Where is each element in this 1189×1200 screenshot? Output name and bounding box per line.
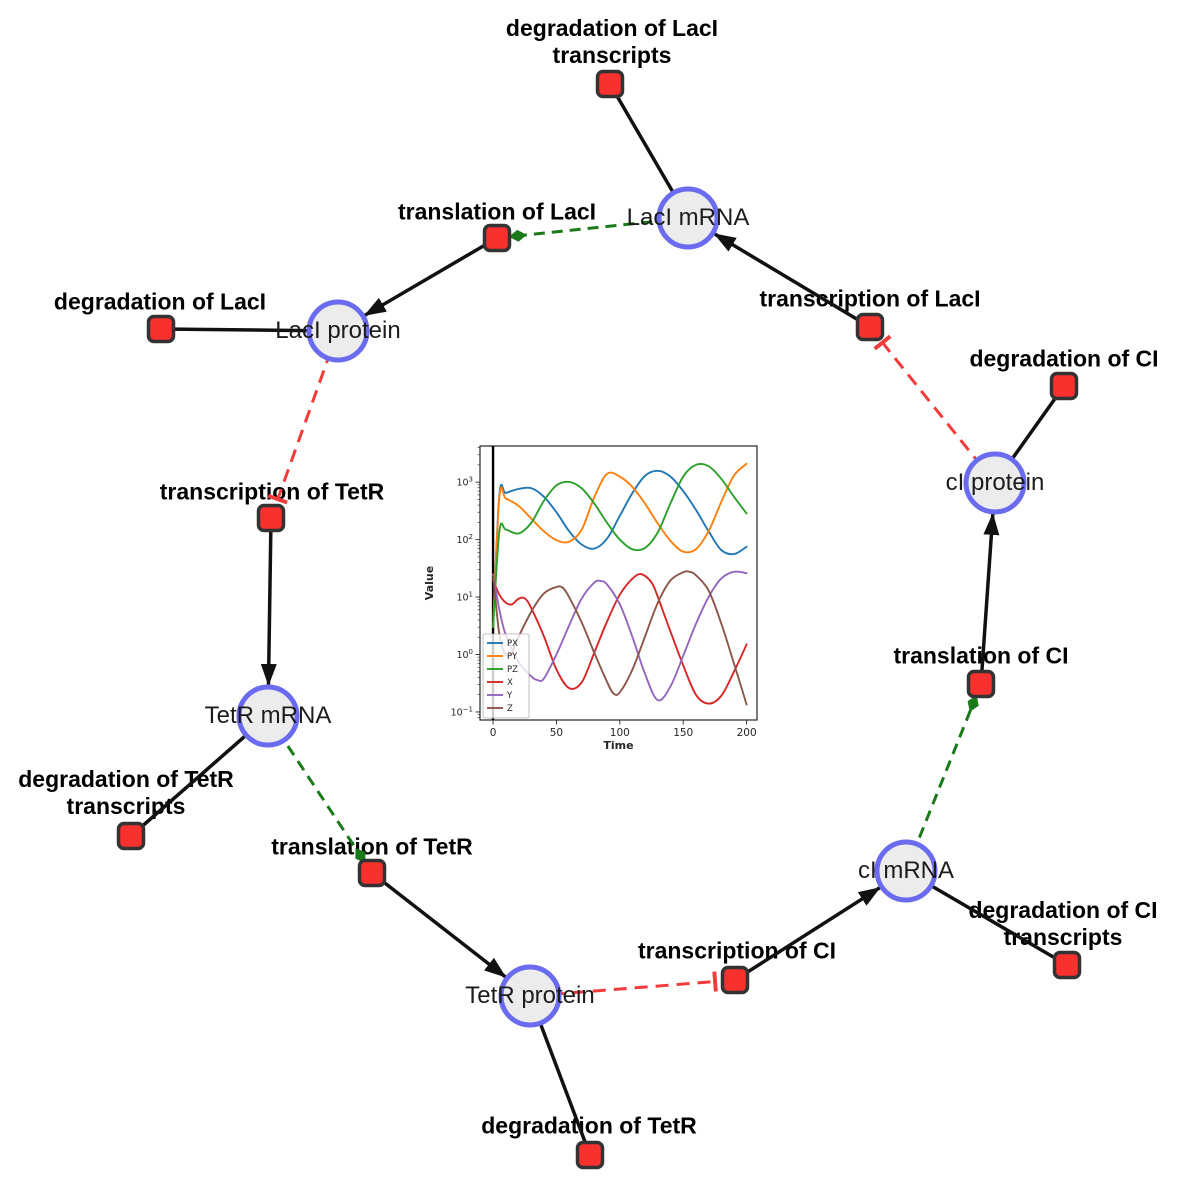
series-line-PY xyxy=(492,462,748,629)
y-tick-label: 10−1 xyxy=(451,705,473,718)
reaction-label-degradation-ci: degradation of CI xyxy=(969,346,1158,373)
reaction-label-translation-tetr: translation of TetR xyxy=(271,834,472,861)
edge-production-translation-tetr-to-tetr-protein xyxy=(370,871,507,979)
species-label-tetr-mrna: TetR mRNA xyxy=(204,702,332,729)
species-node-ci-mrna[interactable] xyxy=(874,839,938,903)
reaction-label-degradation-tetr: degradation of TetR xyxy=(481,1113,697,1140)
reaction-label-degradation-laci-transcripts: degradation of LacI transcripts xyxy=(506,15,718,69)
series-line-Z xyxy=(492,570,748,706)
x-axis-title: Time xyxy=(603,739,633,752)
series-line-PX xyxy=(492,469,748,629)
reaction-node-degradation-ci-transcripts[interactable] xyxy=(1052,950,1082,980)
edge-production-translation-ci-to-ci-protein xyxy=(979,512,1000,685)
y-axis-title: Value xyxy=(423,566,436,600)
species-label-laci-mrna: LacI mRNA xyxy=(626,204,750,231)
reaction-label-line: degradation of LacI xyxy=(505,15,719,41)
legend-label-PZ: PZ xyxy=(507,665,518,675)
x-tick-label: 50 xyxy=(550,727,563,739)
reaction-node-transcription-tetr[interactable] xyxy=(256,503,286,533)
legend-label-X: X xyxy=(507,678,513,688)
edge-production-translation-laci-to-laci-protein xyxy=(363,236,498,317)
series-line-Y xyxy=(492,570,748,702)
species-label-laci-protein: LacI protein xyxy=(275,317,401,344)
y-tick-label: 103 xyxy=(456,476,473,489)
species-node-tetr-protein[interactable] xyxy=(498,964,562,1028)
reaction-label-line: translation of LacI xyxy=(397,198,597,225)
y-tick-label: 101 xyxy=(456,591,473,604)
reaction-label-degradation-laci: degradation of LacI xyxy=(54,289,266,316)
edge-production-transcription-ci-to-ci-mrna xyxy=(734,886,881,982)
reaction-node-degradation-tetr[interactable] xyxy=(575,1140,605,1170)
reaction-label-line: transcripts xyxy=(552,42,672,68)
legend-label-Z: Z xyxy=(507,704,513,714)
reaction-node-translation-tetr[interactable] xyxy=(357,858,387,888)
reaction-label-line: translation of TetR xyxy=(271,833,473,860)
y-tick-label: 100 xyxy=(456,648,473,661)
reaction-label-line: degradation of CI xyxy=(969,345,1159,372)
reaction-node-translation-ci[interactable] xyxy=(966,669,996,699)
reaction-label-line: transcripts xyxy=(1003,924,1123,950)
edge-production-transcription-tetr-to-tetr-mrna xyxy=(260,517,277,687)
plot-frame xyxy=(479,445,758,721)
reaction-node-transcription-ci[interactable] xyxy=(720,965,750,995)
legend-label-PX: PX xyxy=(507,639,518,649)
x-tick-label: 100 xyxy=(610,727,630,739)
reaction-label-degradation-ci-transcripts: degradation of CI transcripts xyxy=(968,897,1157,951)
x-tick-label: 150 xyxy=(673,727,693,739)
reaction-label-line: degradation of LacI xyxy=(53,288,267,315)
species-node-ci-protein[interactable] xyxy=(963,451,1027,515)
species-label-ci-mrna: cI mRNA xyxy=(858,857,954,884)
reaction-label-line: degradation of TetR xyxy=(481,1112,697,1139)
species-node-laci-mrna[interactable] xyxy=(656,186,720,250)
species-node-laci-protein[interactable] xyxy=(306,299,370,363)
reaction-node-degradation-ci[interactable] xyxy=(1049,371,1079,401)
legend-label-PY: PY xyxy=(507,652,518,662)
species-label-ci-protein: cI protein xyxy=(945,469,1045,496)
x-tick-label: 200 xyxy=(737,727,757,739)
series-line-X xyxy=(492,573,748,705)
species-node-tetr-mrna[interactable] xyxy=(236,684,300,748)
legend-label-Y: Y xyxy=(506,691,513,701)
reaction-node-degradation-laci-transcripts[interactable] xyxy=(595,69,625,99)
reaction-node-degradation-laci[interactable] xyxy=(146,314,176,344)
legend-box xyxy=(482,633,530,719)
edge-modifier-laci-mrna-to-translation-laci xyxy=(508,216,689,242)
series-line-PZ xyxy=(492,463,748,629)
reaction-label-line: degradation of CI xyxy=(968,897,1158,923)
reaction-label-transcription-laci: transcription of LacI xyxy=(759,286,980,313)
reaction-label-line: transcription of CI xyxy=(637,937,837,964)
reaction-label-transcription-ci: transcription of CI xyxy=(638,938,836,965)
reaction-label-translation-laci: translation of LacI xyxy=(398,199,596,226)
y-tick-label: 102 xyxy=(456,533,473,546)
x-tick-label: 0 xyxy=(490,727,497,739)
reaction-label-line: transcription of LacI xyxy=(759,285,981,312)
edge-production-transcription-laci-to-laci-mrna xyxy=(713,232,871,329)
inset-chart: 10−1 100 101 102 103 0 50 100 150 200 Time Value PX P… xyxy=(420,436,775,760)
edge-modifier-ci-mrna-to-translation-ci xyxy=(904,695,979,872)
reaction-node-transcription-laci[interactable] xyxy=(855,312,885,342)
species-label-tetr-protein: TetR protein xyxy=(465,982,595,1009)
reaction-node-translation-laci[interactable] xyxy=(482,223,512,253)
reaction-node-degradation-tetr-transcripts[interactable] xyxy=(116,821,146,851)
